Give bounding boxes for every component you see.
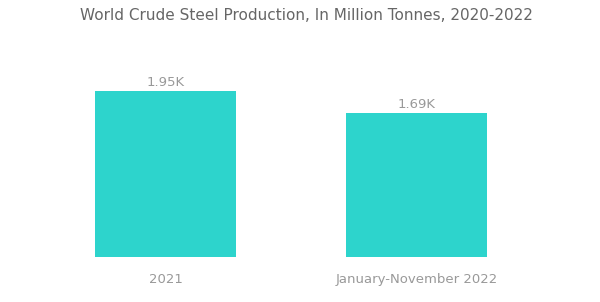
Title: World Crude Steel Production, In Million Tonnes, 2020-2022: World Crude Steel Production, In Million…: [80, 8, 532, 23]
Bar: [95, 92, 236, 257]
Text: 1.69K: 1.69K: [397, 98, 436, 111]
Bar: [346, 114, 487, 257]
Text: 1.95K: 1.95K: [146, 76, 185, 89]
